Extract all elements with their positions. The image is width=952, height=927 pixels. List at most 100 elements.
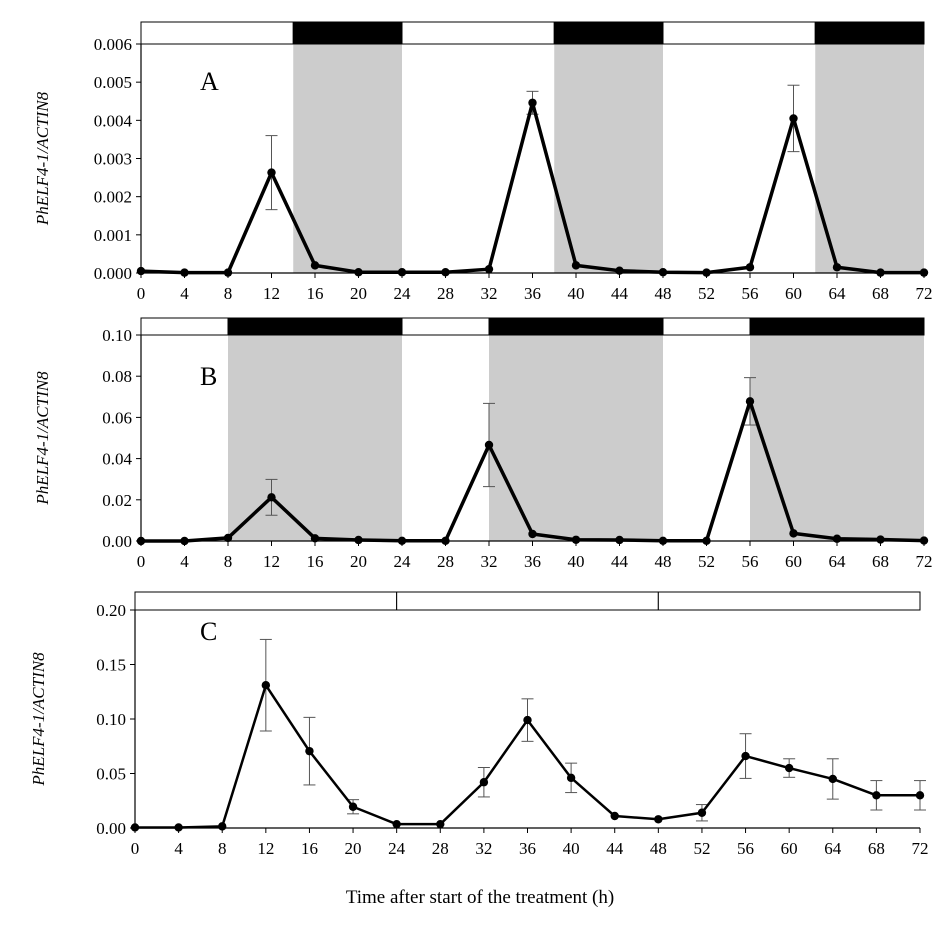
data-point — [267, 493, 276, 502]
y-tick-label: 0.04 — [102, 450, 132, 469]
data-point — [658, 536, 668, 545]
x-tick-label: 72 — [916, 552, 933, 571]
x-tick-label: 56 — [742, 552, 759, 571]
x-tick-label: 8 — [224, 284, 233, 303]
data-point — [130, 823, 140, 832]
x-tick-label: 12 — [263, 284, 280, 303]
data-point — [615, 535, 624, 545]
panel-letter: A — [200, 67, 219, 96]
dark-period-bar-1 — [227, 317, 403, 336]
data-point — [789, 529, 798, 538]
data-point — [745, 397, 755, 406]
y-tick-label: 0.00 — [102, 532, 132, 551]
y-tick-label: 0.02 — [102, 491, 132, 510]
dark-period-shade-5 — [750, 335, 924, 541]
x-tick-label: 68 — [868, 839, 885, 858]
data-point — [479, 778, 489, 787]
x-tick-label: 40 — [563, 839, 580, 858]
data-point — [876, 535, 885, 544]
x-tick-label: 60 — [785, 552, 802, 571]
data-point — [566, 773, 576, 783]
light-period-bar-4 — [662, 21, 816, 45]
data-point — [571, 261, 581, 270]
data-point — [354, 535, 363, 545]
y-tick-label: 0.004 — [94, 111, 133, 130]
light-period-bar-0 — [140, 21, 294, 45]
dark-period-bar-3 — [488, 317, 664, 336]
x-tick-label: 72 — [916, 284, 933, 303]
x-tick-label: 32 — [481, 284, 498, 303]
data-point — [267, 168, 276, 177]
data-point — [828, 774, 837, 784]
data-point — [745, 263, 755, 272]
light-period-bar-2 — [401, 21, 555, 45]
y-tick-label: 0.06 — [102, 408, 132, 427]
x-tick-label: 8 — [224, 552, 233, 571]
data-point — [354, 268, 363, 277]
data-point — [218, 822, 227, 831]
data-point — [615, 266, 624, 275]
x-tick-label: 0 — [137, 552, 146, 571]
x-tick-label: 48 — [655, 552, 672, 571]
data-point — [136, 536, 146, 546]
data-point — [697, 808, 707, 817]
data-point — [174, 823, 183, 832]
data-point — [261, 681, 271, 690]
x-tick-label: 28 — [437, 552, 454, 571]
y-tick-label: 0.006 — [94, 35, 132, 54]
y-axis-label: PhELF4-1/ACTIN8 — [33, 91, 52, 226]
x-tick-label: 28 — [432, 839, 449, 858]
x-tick-label: 20 — [345, 839, 362, 858]
x-tick-label: 44 — [611, 552, 629, 571]
data-point — [305, 746, 314, 756]
x-tick-label: 64 — [824, 839, 842, 858]
x-tick-label: 16 — [307, 552, 324, 571]
x-tick-label: 12 — [263, 552, 280, 571]
x-tick-label: 24 — [394, 552, 412, 571]
data-point — [919, 268, 929, 277]
y-tick-label: 0.000 — [94, 264, 132, 283]
light-period-bar-0 — [140, 317, 229, 336]
dark-period-bar-1 — [292, 21, 403, 45]
panel-letter: C — [200, 617, 217, 646]
data-point — [789, 114, 798, 123]
x-tick-label: 24 — [388, 839, 406, 858]
x-tick-label: 68 — [872, 552, 889, 571]
data-point — [310, 261, 320, 270]
data-point — [872, 791, 881, 800]
x-tick-label: 4 — [180, 552, 189, 571]
x-tick-label: 28 — [437, 284, 454, 303]
x-tick-label: 36 — [524, 552, 541, 571]
data-point — [528, 98, 537, 107]
x-tick-label: 52 — [698, 284, 715, 303]
x-axis-title: Time after start of the treatment (h) — [346, 887, 614, 908]
x-tick-label: 32 — [481, 552, 498, 571]
data-point — [784, 763, 794, 773]
y-axis-label: PhELF4-1/ACTIN8 — [33, 371, 52, 506]
x-tick-label: 64 — [829, 552, 847, 571]
data-point — [180, 536, 189, 546]
x-tick-label: 36 — [524, 284, 541, 303]
x-tick-label: 56 — [737, 839, 754, 858]
x-tick-label: 0 — [131, 839, 140, 858]
data-point — [654, 815, 663, 824]
light-period-bar-2 — [657, 591, 921, 611]
data-point — [528, 529, 537, 539]
x-tick-label: 16 — [301, 839, 318, 858]
data-point — [876, 268, 885, 277]
dark-period-shade-1 — [228, 335, 402, 541]
y-tick-label: 0.002 — [94, 188, 132, 207]
light-period-bar-0 — [134, 591, 398, 611]
y-tick-label: 0.08 — [102, 367, 132, 386]
data-point — [832, 263, 842, 272]
x-tick-label: 40 — [568, 552, 585, 571]
x-tick-label: 36 — [519, 839, 536, 858]
x-tick-label: 64 — [829, 284, 847, 303]
y-tick-label: 0.10 — [102, 326, 132, 345]
data-point — [441, 268, 450, 277]
x-tick-label: 12 — [257, 839, 274, 858]
dark-period-shade-3 — [489, 335, 663, 541]
y-tick-label: 0.003 — [94, 150, 132, 169]
panel-letter: B — [200, 362, 217, 391]
